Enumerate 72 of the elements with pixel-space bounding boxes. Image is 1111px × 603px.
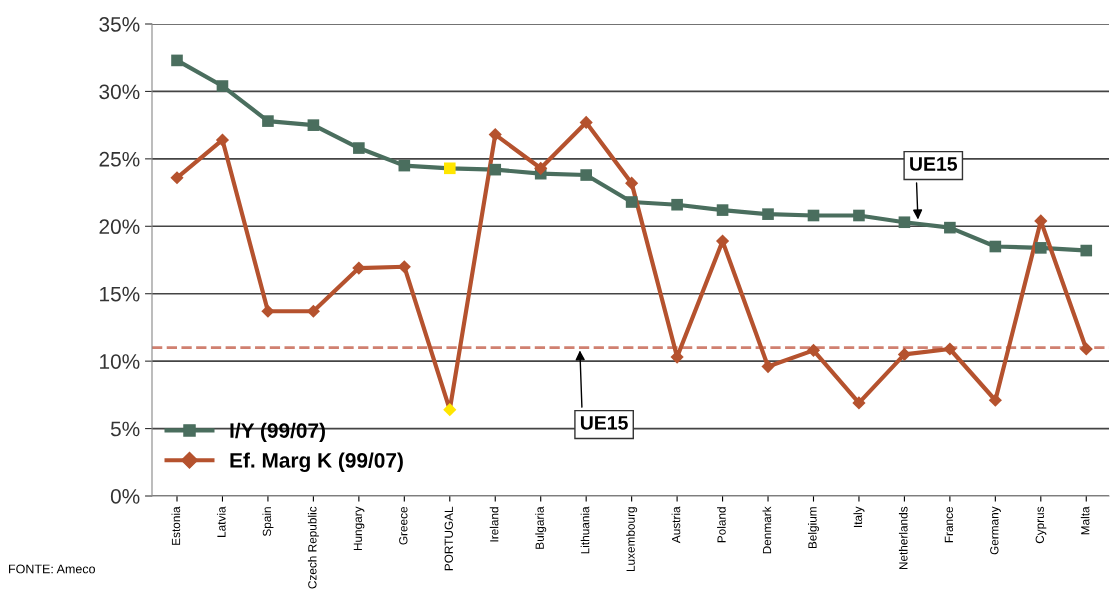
y-tick-label: 20% — [99, 219, 140, 235]
point — [171, 54, 183, 67]
x-tick-label: Italy — [853, 506, 865, 527]
point — [352, 261, 366, 275]
x-tick-label: Cyprus — [1035, 506, 1047, 544]
point — [579, 115, 593, 130]
x-tick-label: Malta — [1080, 506, 1090, 535]
ref-line-label: UE15 — [580, 416, 628, 430]
x-tick-label: Bulgaria — [535, 506, 547, 549]
x-tick-label: Germany — [990, 506, 1001, 555]
point — [353, 142, 365, 154]
point — [215, 133, 230, 147]
point — [943, 342, 957, 356]
x-tick-label: Latvia — [216, 506, 226, 537]
x-tick-label: Hungary — [353, 506, 365, 551]
point — [306, 304, 320, 318]
x-tick-label: Czech Republic — [307, 506, 319, 589]
x-tick-label: PORTUGAL — [444, 506, 453, 571]
x-tick-label: Ireland — [489, 507, 499, 542]
point — [488, 127, 502, 142]
y-tick-label: 10% — [100, 354, 140, 369]
point — [216, 80, 229, 92]
point — [989, 240, 1002, 253]
y-tick-label: 0% — [110, 489, 140, 504]
point — [489, 163, 502, 176]
point — [534, 161, 548, 175]
point — [988, 393, 1002, 407]
point — [852, 396, 866, 410]
x-tick-label: Lithuania — [580, 506, 590, 554]
point — [715, 234, 730, 248]
x-tick-label: France — [944, 506, 954, 543]
x-tick-label: Austria — [671, 506, 681, 544]
x-tick-label: Luxembourg — [626, 507, 638, 572]
annotation: UE15 — [910, 157, 958, 171]
x-tick-label: Estonia — [171, 506, 181, 545]
y-tick-label: 25% — [99, 151, 140, 167]
point — [671, 198, 683, 211]
y-tick-label: 35% — [99, 17, 140, 32]
point — [1080, 244, 1093, 257]
y-tick-label: 5% — [110, 421, 140, 437]
point — [443, 403, 457, 417]
point — [762, 208, 774, 220]
point — [1035, 242, 1047, 254]
x-tick-label: Denmark — [762, 506, 772, 554]
point — [853, 209, 865, 222]
point — [580, 169, 592, 181]
point — [761, 359, 775, 374]
point — [625, 176, 639, 190]
point — [897, 347, 911, 361]
point — [307, 119, 320, 131]
point — [716, 204, 729, 216]
x-tick-label: Netherlands — [898, 506, 908, 570]
y-tick-label: 30% — [99, 84, 140, 100]
x-tick-label: Belgium — [807, 507, 819, 549]
y-tick-label: 15% — [100, 286, 140, 302]
x-tick-label: Poland — [717, 507, 726, 543]
point — [806, 343, 821, 357]
point — [397, 260, 411, 274]
point — [1079, 342, 1093, 356]
x-tick-label: Greece — [399, 506, 408, 545]
point — [170, 171, 184, 185]
point — [262, 115, 274, 127]
x-tick-label: Spain — [262, 507, 274, 537]
point — [625, 196, 638, 208]
point — [807, 209, 820, 222]
legend-label: Ef. Marg K (99/07) — [230, 452, 403, 472]
point — [443, 162, 456, 175]
point — [398, 159, 411, 172]
point — [261, 304, 275, 318]
point — [944, 221, 956, 234]
point — [898, 216, 911, 229]
source-note: FONTE: Ameco — [9, 564, 95, 574]
